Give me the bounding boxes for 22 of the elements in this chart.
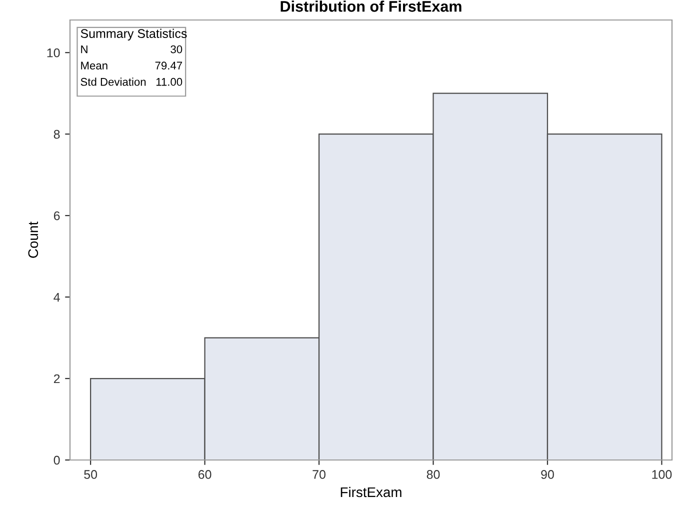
- x-tick-label: 90: [541, 470, 554, 479]
- annotation: 79.47: [155, 62, 182, 70]
- y-tick-label: 0: [54, 456, 60, 465]
- x-tick-label: 50: [84, 470, 98, 479]
- chart-title: Distribution of FirstExam: [280, 0, 462, 12]
- y-tick-label: 4: [54, 292, 60, 302]
- x-axis-title: FirstExam: [340, 486, 402, 498]
- y-tick-label: 8: [54, 130, 60, 139]
- x-tick-label: 80: [426, 470, 440, 479]
- annotation: Summary Statistics: [80, 28, 187, 40]
- x-tick-label: 60: [198, 470, 212, 479]
- x-tick-label: 70: [312, 470, 326, 479]
- annotation: 11.00: [156, 78, 182, 86]
- x-tick-label: 100: [652, 470, 672, 479]
- y-tick-label: 2: [54, 374, 60, 384]
- annotation: Mean: [81, 62, 108, 70]
- annotation: 30: [170, 45, 182, 54]
- y-tick-label: 10: [47, 48, 60, 58]
- y-axis-title: Count: [28, 222, 38, 258]
- annotation: Std Deviation: [80, 78, 146, 86]
- annotation: N: [81, 45, 88, 54]
- y-tick-label: 6: [54, 211, 60, 220]
